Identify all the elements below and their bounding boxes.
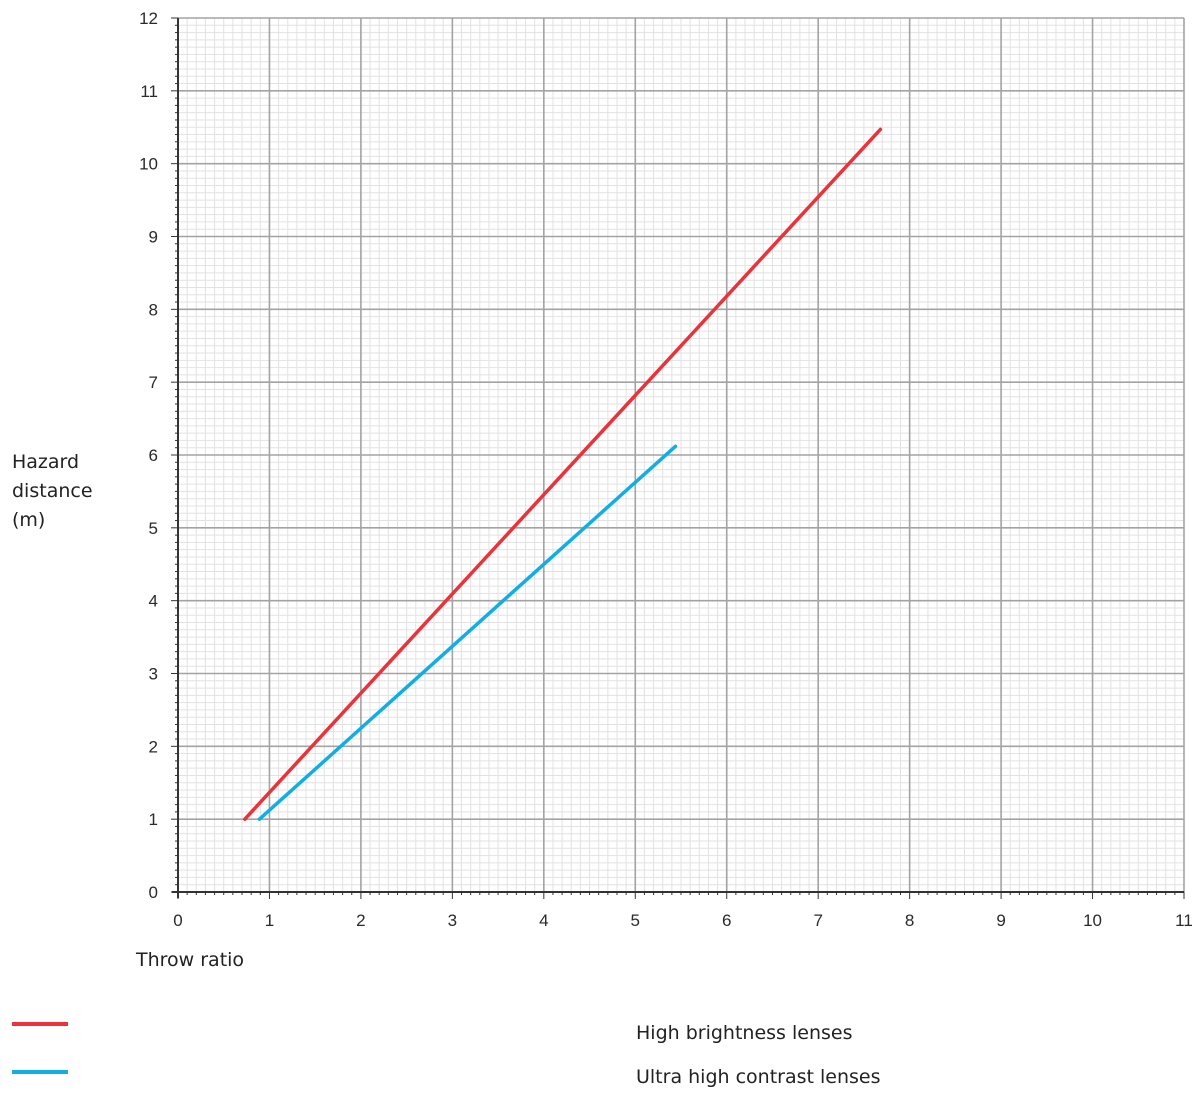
x-axis-label: Throw ratio: [136, 949, 245, 971]
y-tick-label: 0: [149, 883, 158, 902]
legend-swatch-ultra-high-contrast: [12, 1070, 68, 1074]
y-tick-label: 10: [139, 155, 158, 174]
y-tick-label: 12: [139, 9, 158, 28]
x-tick-label: 7: [813, 911, 822, 930]
series-line-high-brightness: [243, 127, 883, 821]
y-tick-label: 3: [149, 665, 158, 684]
y-tick-label: 9: [149, 228, 158, 247]
x-tick-label: 9: [996, 911, 1005, 930]
y-axis-label-line: (m): [12, 509, 46, 531]
legend-swatch-high-brightness: [12, 1022, 68, 1026]
y-tick-label: 4: [149, 592, 158, 611]
axes: [171, 17, 1185, 899]
y-tick-label: 6: [149, 446, 158, 465]
y-axis-label: Hazard distance (m): [12, 448, 122, 535]
x-tick-label: 5: [631, 911, 640, 930]
legend-label-ultra-high-contrast: Ultra high contrast lenses: [636, 1066, 881, 1088]
y-tick-label: 11: [140, 82, 158, 101]
x-tick-label: 3: [448, 911, 457, 930]
y-axis-label-line: Hazard: [12, 451, 80, 473]
x-tick-label: 6: [722, 911, 731, 930]
y-tick-label: 1: [149, 810, 158, 829]
x-tick-label: 11: [1175, 911, 1193, 930]
x-tick-label: 0: [173, 911, 182, 930]
legend-label-high-brightness: High brightness lenses: [636, 1022, 853, 1044]
x-tick-label: 1: [265, 911, 274, 930]
x-tick-label: 8: [905, 911, 914, 930]
x-tick-label: 2: [356, 911, 365, 930]
x-tick-label: 10: [1083, 911, 1102, 930]
y-tick-label: 5: [149, 519, 158, 538]
series-line-ultra-high-contrast: [257, 444, 678, 821]
y-tick-label: 8: [149, 300, 158, 319]
y-tick-label: 7: [149, 373, 158, 392]
grid: [178, 17, 1185, 892]
y-axis-label-line: distance: [12, 480, 93, 502]
y-tick-label: 2: [149, 737, 158, 756]
series-lines: [243, 127, 883, 821]
x-tick-label: 4: [539, 911, 548, 930]
